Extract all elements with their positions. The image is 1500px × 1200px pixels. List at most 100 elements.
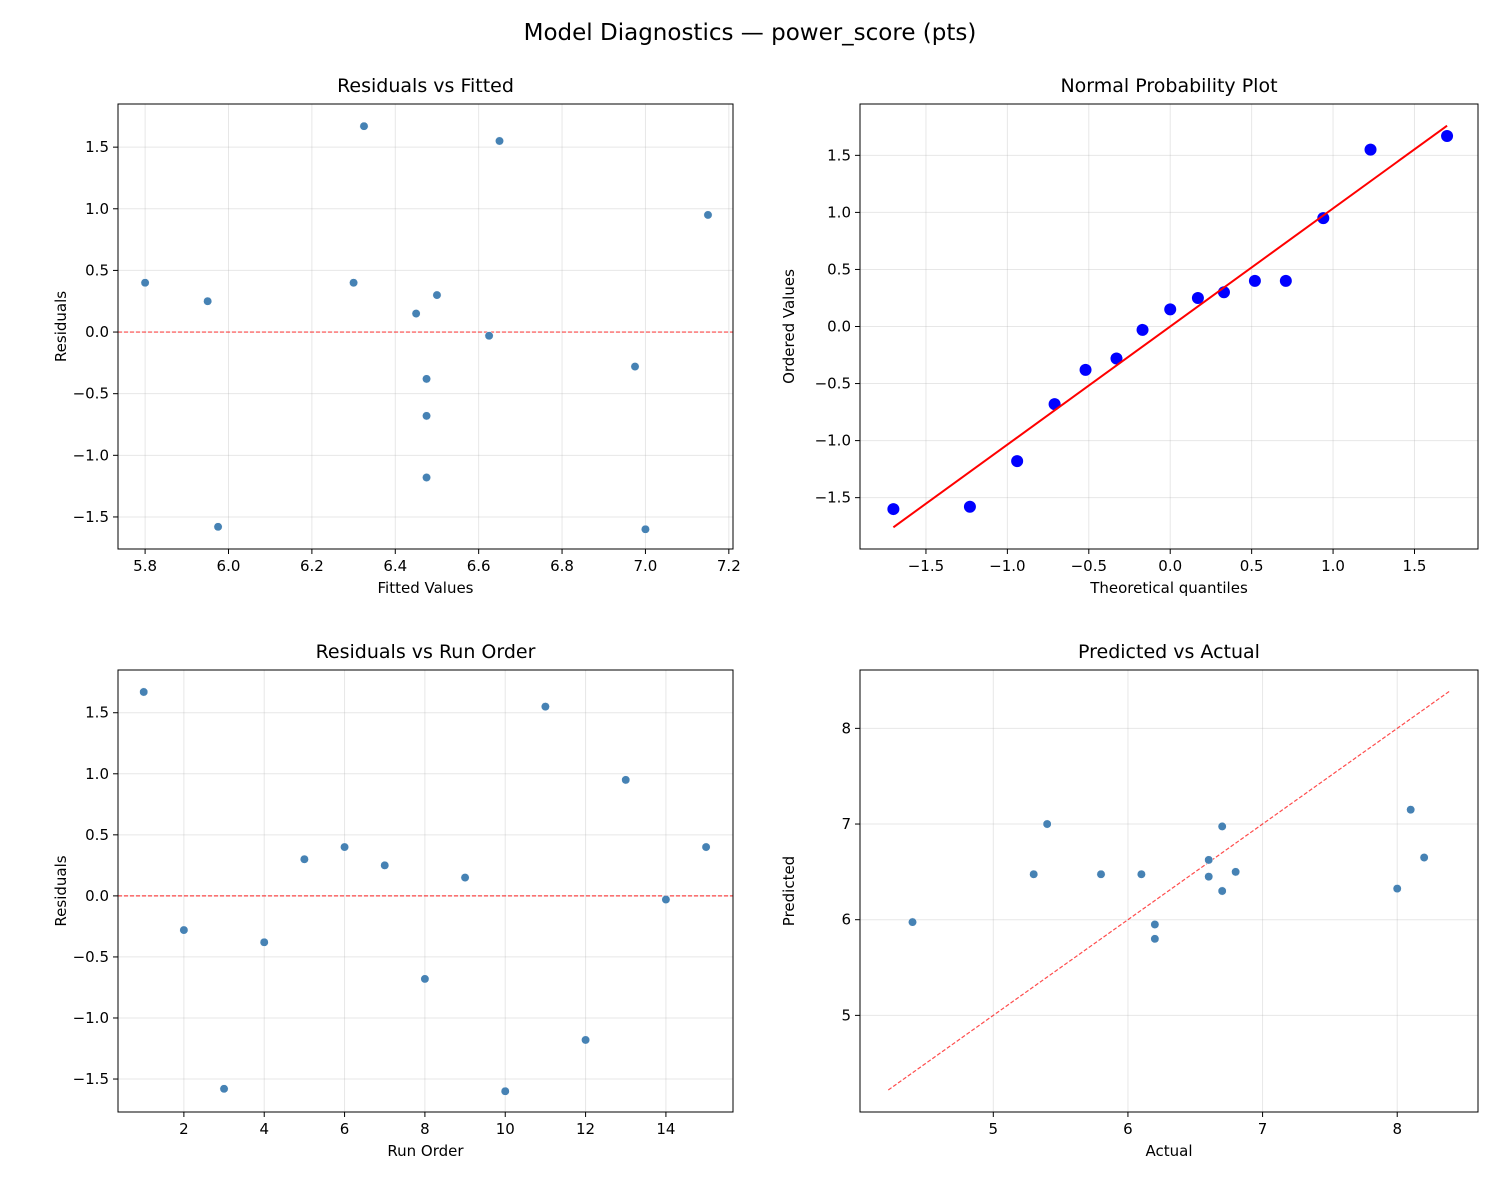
y-axis-label: Residuals [52,855,70,926]
data-point [661,895,671,904]
data-point [420,974,430,984]
data-point [213,522,223,532]
data-point [495,136,504,146]
y-tick-label: −1.5 [73,508,109,526]
data-point [484,331,494,341]
x-tick-label: −1.0 [989,557,1025,575]
x-tick-label: 12 [576,1120,595,1138]
data-point [179,925,189,935]
data-point [963,500,976,513]
data-point [1419,853,1429,862]
axes-frame [117,103,734,550]
data-point [621,775,631,785]
y-tick-label: −1.0 [815,432,851,450]
data-point [299,854,309,864]
y-axis-label: Residuals [52,291,70,362]
data-point [422,473,431,482]
subplot-title: Residuals vs Fitted [337,75,514,97]
data-point [1204,855,1214,865]
y-axis-label: Predicted [780,856,798,926]
x-tick-label: 7 [1258,1120,1268,1138]
x-tick-label: 7.2 [717,557,741,575]
x-tick-label: 7.0 [634,557,658,575]
data-point [460,873,470,883]
data-point [359,121,369,131]
data-point [630,362,640,372]
x-tick-label: 0.0 [1158,557,1182,575]
x-tick-label: 0.5 [1240,557,1264,575]
data-point [380,860,390,870]
axes-frame [859,669,1479,1113]
y-tick-label: 0.5 [827,260,851,278]
y-tick-label: −0.5 [815,375,851,393]
data-point [1191,291,1204,304]
subplot-title: Residuals vs Run Order [316,641,536,663]
data-point [1317,212,1330,225]
data-point [1011,455,1024,468]
data-point [259,937,269,947]
data-point [432,290,442,300]
data-point [1042,819,1052,829]
data-point [1217,821,1227,831]
y-tick-label: 1.0 [827,203,851,221]
y-tick-label: 5 [841,1006,851,1024]
y-tick-label: −1.5 [815,489,851,507]
x-tick-label: −0.5 [1071,557,1107,575]
x-tick-label: 8 [1392,1120,1402,1138]
data-point [908,917,917,927]
data-point [1217,886,1227,896]
x-tick-label: 8 [420,1120,430,1138]
y-tick-label: −1.0 [73,446,109,464]
y-tick-label: 1.5 [85,138,109,156]
subplot-2: 2 4 6 8 10 12 14 −1.5 −1.0 −0.5 0.0 0.5 1.0 1.5 Residu… [52,641,734,1160]
data-point [1231,867,1241,877]
y-tick-label: −1.5 [73,1070,109,1088]
data-point [1164,303,1177,316]
y-tick-label: 0.5 [85,261,109,279]
data-point [340,842,350,852]
data-point [640,524,650,534]
fit-line [892,124,1448,529]
data-point [1079,363,1092,376]
x-tick-label: 6.2 [300,557,324,575]
data-point [540,702,550,712]
x-tick-label: 4 [259,1120,269,1138]
data-point [1029,869,1039,879]
data-point [1150,920,1160,929]
y-tick-label: 1.0 [85,765,109,783]
data-point [1406,805,1416,815]
y-tick-label: 1.5 [85,704,109,722]
y-tick-label: 8 [841,719,851,737]
data-point [219,1084,229,1094]
x-tick-label: 5 [989,1120,999,1138]
y-tick-label: −0.5 [73,948,109,966]
x-tick-label: 6.8 [550,557,574,575]
subplot-1: −1.5 −1.0 −0.5 0.0 0.5 1.0 1.5 −1.5 −1.0 −0.5 0.0 0… [780,75,1479,597]
subplot-title: Predicted vs Actual [1078,641,1260,663]
data-point [581,1035,591,1045]
x-tick-label: 5.8 [133,557,157,575]
y-axis-label: Ordered Values [780,269,798,384]
x-tick-label: 14 [656,1120,675,1138]
x-tick-label: 10 [496,1120,515,1138]
data-point [411,309,421,319]
data-point [1248,274,1261,287]
x-tick-label: 6.6 [467,557,491,575]
data-point [422,374,431,384]
x-tick-label: 2 [179,1120,189,1138]
identity-reference-line [887,690,1451,1091]
y-tick-label: 7 [841,815,851,833]
y-tick-label: 1.0 [85,200,109,218]
subplot-3: 5 6 7 8 5 6 7 8 Predicted vs Actual Actual Predict… [780,641,1479,1160]
subplot-title: Normal Probability Plot [1060,75,1277,97]
y-tick-label: 6 [841,911,851,929]
figure-title: Model Diagnostics — power_score (pts) [523,20,977,46]
data-point [422,411,431,421]
data-point [140,278,150,288]
data-point [701,842,711,852]
axes-frame [117,669,734,1113]
data-point [1364,143,1377,156]
axes-frame [859,103,1479,550]
x-axis-label: Run Order [387,1142,464,1160]
